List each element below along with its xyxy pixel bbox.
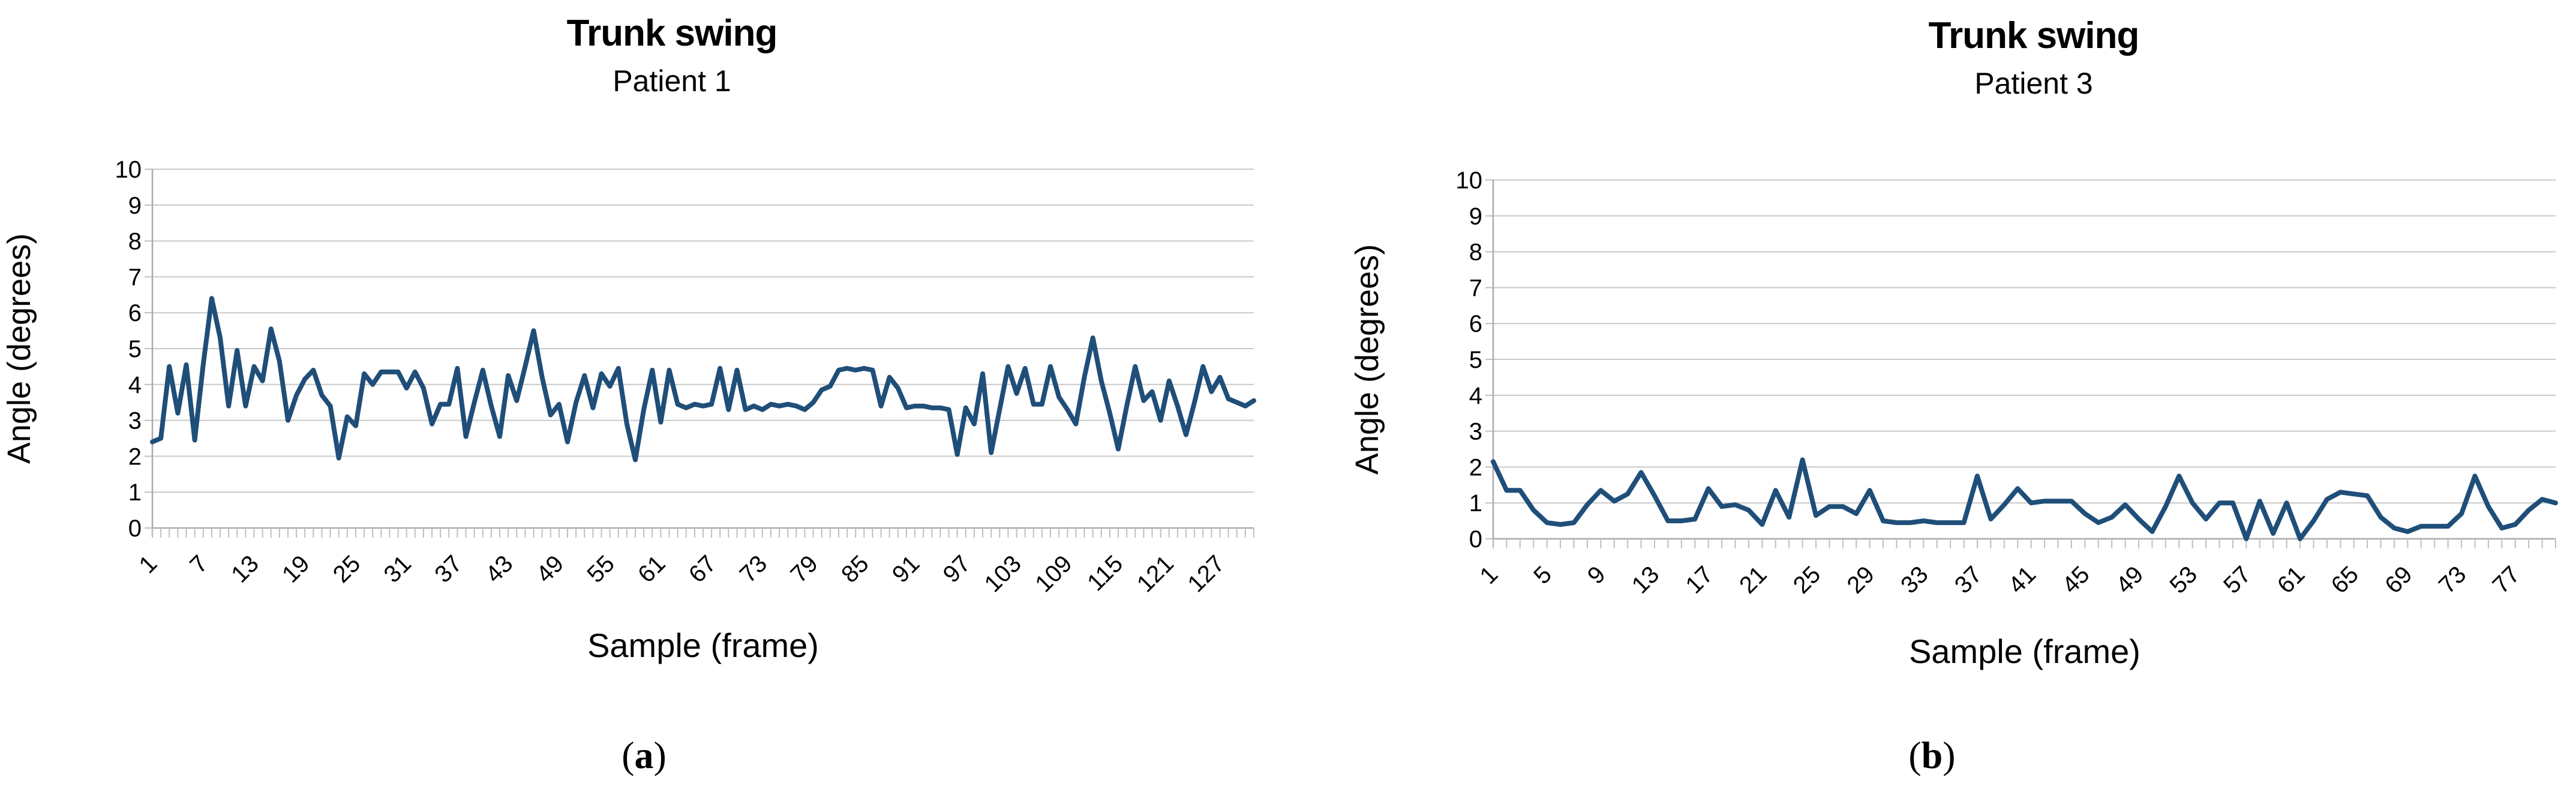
- x-tick-label: 79: [785, 550, 823, 588]
- y-tick-label: 5: [128, 336, 142, 362]
- x-tick-label: 19: [277, 550, 315, 588]
- x-axis-title: Sample (frame): [587, 626, 819, 664]
- caption-letter: a: [634, 734, 654, 776]
- x-tick-label: 121: [1132, 550, 1179, 597]
- x-tick-label: 69: [2380, 561, 2418, 599]
- x-tick-label: 53: [2165, 561, 2203, 599]
- x-tick-label: 1: [134, 550, 163, 578]
- x-tick-label: 17: [1680, 561, 1718, 599]
- caption-paren-open: (: [1908, 734, 1922, 776]
- y-tick-label: 5: [1469, 347, 1482, 373]
- x-tick-label: 103: [980, 550, 1026, 597]
- x-tick-label: 57: [2218, 561, 2256, 599]
- y-tick-label: 9: [1469, 203, 1482, 230]
- y-tick-label: 4: [128, 372, 142, 398]
- caption-paren-open: (: [622, 734, 635, 776]
- x-tick-label: 73: [2434, 561, 2472, 599]
- x-tick-label: 21: [1734, 561, 1772, 599]
- y-tick-label: 2: [128, 443, 142, 470]
- chart-title: Trunk swing: [1929, 15, 2139, 56]
- y-tick-label: 8: [1469, 239, 1482, 266]
- x-tick-label: 1: [1475, 561, 1503, 589]
- x-tick-label: 37: [430, 550, 467, 588]
- chart-title: Trunk swing: [567, 13, 777, 54]
- chart-patient3: 0 1 2 3 4 5 6 7 8 9 10 1 5 9 13 17 21 25 29 33 37 41 45 49 53 57 6…: [1288, 0, 2576, 804]
- x-tick-label: 45: [2057, 561, 2095, 599]
- x-tick-label: 77: [2488, 561, 2526, 599]
- y-axis-title: Angle (degrees): [1, 233, 37, 464]
- x-tick-label: 49: [532, 550, 569, 588]
- x-tick-label: 49: [2111, 561, 2149, 599]
- x-tick-label: 127: [1183, 550, 1230, 597]
- caption-letter: b: [1921, 734, 1943, 776]
- x-tick-label: 73: [735, 550, 773, 588]
- x-tick-label: 29: [1842, 561, 1880, 599]
- x-tick-label: 41: [2003, 561, 2041, 599]
- x-tick-label: 25: [328, 550, 366, 588]
- x-tick-label: 7: [185, 550, 213, 578]
- y-tick-label: 6: [128, 300, 142, 326]
- y-tick-label: 1: [1469, 490, 1482, 517]
- x-tick-label: 37: [1950, 561, 1987, 599]
- x-tick-label: 91: [887, 550, 925, 588]
- chart-patient1: 0 1 2 3 4 5 6 7 8 9 10 1 7 13 19 25 31 37 43 49 55 61 67 73 79 85…: [0, 13, 1288, 778]
- y-tick-label: 0: [1469, 526, 1482, 553]
- y-tick-label: 3: [1469, 419, 1482, 445]
- x-tick-label: 25: [1788, 561, 1826, 599]
- y-tick-label: 2: [1469, 454, 1482, 481]
- x-tick-label: 61: [2272, 561, 2310, 599]
- chart-subtitle: Patient 1: [613, 64, 731, 98]
- y-axis-title: Angle (degrees): [1349, 244, 1385, 475]
- x-tick-label: 13: [226, 550, 264, 588]
- y-tick-label: 9: [128, 193, 142, 219]
- x-axis-title: Sample (frame): [1909, 632, 2140, 670]
- caption-b: (b): [1288, 733, 2576, 778]
- y-tick-label: 4: [1469, 383, 1482, 409]
- data-line-series: [1491, 457, 2558, 541]
- caption-paren-close: ): [1942, 734, 1956, 776]
- x-tick-label: 55: [582, 550, 620, 588]
- y-tick-label: 7: [1469, 275, 1482, 301]
- chart-subtitle: Patient 3: [1974, 67, 2092, 100]
- x-tick-label: 13: [1627, 561, 1665, 599]
- x-tick-label: 61: [633, 550, 671, 588]
- caption-paren-close: ): [653, 734, 666, 776]
- x-tick-label: 5: [1529, 561, 1557, 589]
- y-tick-label: 0: [128, 515, 142, 542]
- y-tick-label: 7: [128, 264, 142, 290]
- x-tick-label: 33: [1896, 561, 1933, 599]
- y-tick-label: 1: [128, 479, 142, 506]
- x-tick-label: 9: [1583, 561, 1611, 589]
- y-tick-label: 10: [1456, 167, 1483, 194]
- y-tick-label: 8: [128, 229, 142, 255]
- data-line-series: [150, 296, 1256, 463]
- caption-a: (a): [0, 733, 1288, 778]
- x-tick-label: 97: [938, 550, 976, 588]
- x-tick-label: 85: [836, 550, 874, 588]
- x-tick-label: 115: [1082, 550, 1128, 596]
- x-tick-label: 65: [2326, 561, 2364, 599]
- x-tick-label: 109: [1030, 550, 1077, 597]
- x-tick-label: 31: [379, 550, 416, 588]
- y-tick-label: 6: [1469, 311, 1482, 337]
- y-tick-label: 10: [115, 157, 142, 183]
- y-tick-label: 3: [128, 408, 142, 434]
- x-tick-label: 43: [481, 550, 518, 588]
- x-tick-label: 67: [684, 550, 722, 588]
